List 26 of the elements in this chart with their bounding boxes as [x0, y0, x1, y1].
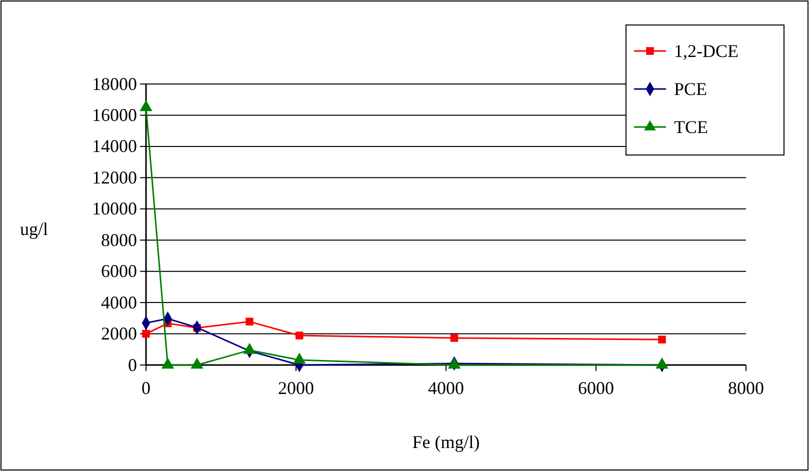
point [246, 318, 254, 326]
legend-label: 1,2-DCE [674, 41, 738, 61]
y-tick-label: 10000 [92, 198, 137, 219]
y-tick-label: 6000 [101, 261, 137, 282]
x-tick-label: 6000 [578, 378, 614, 398]
x-tick-label: 2000 [278, 378, 314, 398]
x-tick-label: 4000 [428, 378, 464, 398]
point [142, 330, 150, 338]
x-tick-label: 8000 [728, 378, 764, 398]
y-tick-label: 18000 [92, 74, 137, 94]
y-tick-label: 0 [128, 354, 137, 375]
y-tick-label: 4000 [101, 292, 137, 312]
y-tick-label: 14000 [92, 136, 137, 156]
x-axis-title: Fe (mg/l) [412, 432, 480, 452]
point [658, 336, 666, 344]
point [140, 100, 152, 112]
x-tick-label: 0 [142, 378, 150, 398]
legend-label: TCE [674, 117, 708, 137]
y-tick-label: 8000 [101, 230, 137, 250]
y-axis-title: ug/l [20, 219, 48, 239]
legend-label: PCE [674, 79, 708, 99]
point [450, 334, 458, 342]
y-tick-label: 12000 [92, 167, 137, 188]
y-tick-label: 16000 [92, 104, 137, 125]
y-tick-label: 2000 [101, 324, 137, 344]
point [296, 332, 304, 340]
